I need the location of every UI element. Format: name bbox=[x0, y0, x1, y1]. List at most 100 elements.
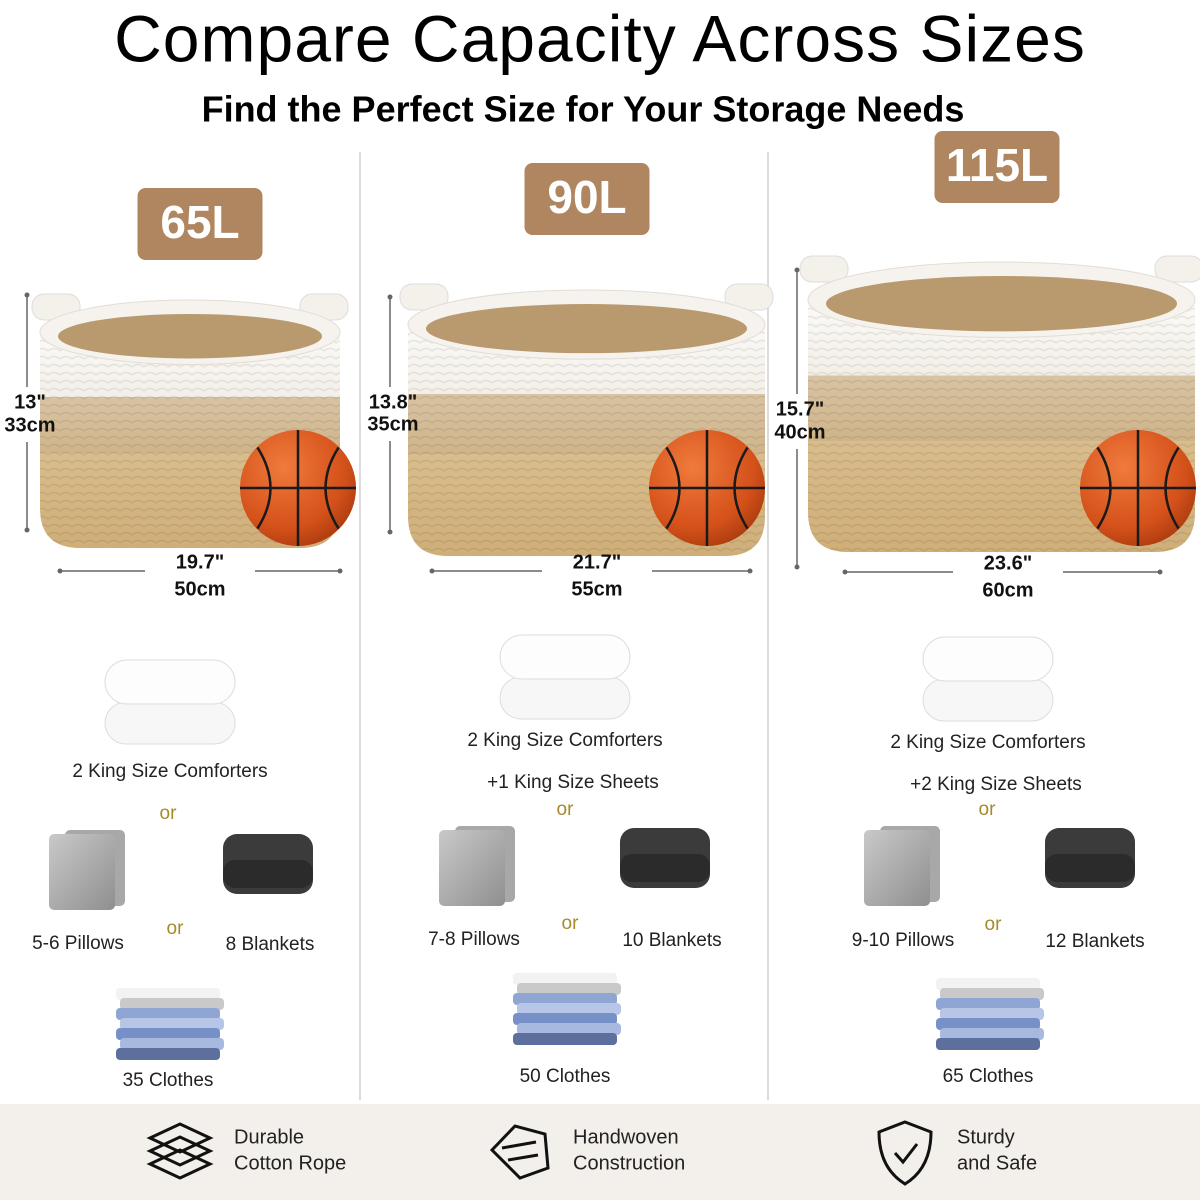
basket-inside bbox=[426, 304, 747, 354]
feature-text: Cotton Rope bbox=[234, 1152, 346, 1174]
basket-handle bbox=[1154, 255, 1200, 283]
clothes-icon bbox=[517, 1003, 621, 1015]
clothes-label: 65 Clothes bbox=[943, 1066, 1034, 1087]
clothes-icon bbox=[940, 1028, 1044, 1040]
arrow-end bbox=[337, 568, 343, 574]
pillows-label: 9-10 Pillows bbox=[852, 930, 954, 951]
width-inches: 23.6" bbox=[984, 552, 1032, 574]
feature-icon bbox=[146, 1122, 214, 1154]
clothes-icon bbox=[116, 988, 220, 1000]
clothes-label: 35 Clothes bbox=[123, 1070, 214, 1091]
height-inches: 13" bbox=[14, 391, 46, 413]
feature-text: Durable bbox=[234, 1126, 304, 1148]
width-cm: 60cm bbox=[982, 579, 1033, 601]
arrow-end bbox=[387, 294, 393, 300]
comforters-label: 2 King Size Comforters bbox=[890, 732, 1085, 753]
feature-text: Sturdy bbox=[957, 1126, 1015, 1148]
clothes-icon bbox=[116, 1028, 220, 1040]
feature-text: and Safe bbox=[957, 1152, 1037, 1174]
clothes-icon bbox=[120, 1018, 224, 1030]
comforters-label: 2 King Size Comforters bbox=[467, 730, 662, 751]
clothes-icon bbox=[517, 1023, 621, 1035]
subtitle: Find the Perfect Size for Your Storage N… bbox=[202, 89, 965, 130]
clothes-label: 50 Clothes bbox=[520, 1066, 611, 1087]
clothes-icon bbox=[936, 1018, 1040, 1030]
clothes-icon bbox=[120, 998, 224, 1010]
arrow-end bbox=[794, 564, 800, 570]
ball-seam bbox=[665, 446, 681, 530]
clothes-icon bbox=[940, 1008, 1044, 1020]
capacity: 115L bbox=[946, 139, 1048, 191]
pillows-label: 5-6 Pillows bbox=[32, 933, 124, 954]
clothes-icon bbox=[940, 988, 1044, 1000]
clothes-icon bbox=[936, 1038, 1040, 1050]
clothes-icon bbox=[116, 1048, 220, 1060]
width-inches: 21.7" bbox=[573, 551, 621, 573]
sheets-label: +2 King Size Sheets bbox=[910, 774, 1082, 795]
clothes-icon bbox=[513, 973, 617, 985]
clothes-icon bbox=[517, 983, 621, 995]
blanket-icon bbox=[620, 854, 710, 882]
feature-icon bbox=[489, 1124, 550, 1180]
arrow-end bbox=[24, 292, 30, 298]
capacity-badge bbox=[524, 163, 650, 235]
clothes-icon bbox=[116, 1008, 220, 1020]
pillows-label: 7-8 Pillows bbox=[428, 929, 520, 950]
clothes-icon bbox=[513, 1013, 617, 1025]
or-label: or bbox=[985, 914, 1003, 935]
basket-inside bbox=[58, 314, 322, 359]
capacity: 90L bbox=[547, 171, 626, 223]
size-column: 90L 13.8"35cm 21.7" 55cm 2 King Size Comfort… bbox=[367, 163, 774, 1087]
arrow-end bbox=[387, 529, 393, 535]
feature: Sturdy and Safe bbox=[877, 1120, 1037, 1186]
title: Compare Capacity Across Sizes bbox=[114, 1, 1086, 75]
pillow-icon bbox=[864, 830, 930, 906]
pillow-icon bbox=[49, 834, 115, 910]
ball-seam bbox=[1164, 446, 1180, 530]
comforter-icon bbox=[104, 701, 236, 745]
size-column: 65L 13"33cm 19.7" 50cm 2 King Size Comforter… bbox=[4, 188, 356, 1091]
sheets-label: +1 King Size Sheets bbox=[487, 772, 659, 793]
blankets-label: 12 Blankets bbox=[1045, 931, 1144, 952]
feature-icon bbox=[146, 1135, 214, 1167]
size-column: 115L 15.7"40cm 23.6" 60cm 2 King Size Comfor… bbox=[774, 131, 1200, 1087]
arrow-end bbox=[842, 569, 848, 575]
ball-seam bbox=[324, 446, 340, 530]
comforter-icon bbox=[922, 636, 1054, 682]
width-cm: 55cm bbox=[571, 578, 622, 600]
capacity: 65L bbox=[160, 196, 239, 248]
or-label: or bbox=[562, 913, 580, 934]
or-label: or bbox=[979, 799, 997, 820]
ball-seam bbox=[256, 446, 272, 530]
comforter-icon bbox=[499, 676, 631, 720]
pillow-icon bbox=[439, 830, 505, 906]
height-inches: 15.7" bbox=[776, 398, 824, 420]
feature-icon bbox=[146, 1148, 214, 1180]
blanket-icon bbox=[1045, 854, 1135, 882]
basket-handle bbox=[799, 255, 849, 283]
comforter-icon bbox=[922, 678, 1054, 722]
arrow-end bbox=[794, 267, 800, 273]
blanket-icon bbox=[223, 860, 313, 888]
feature: Durable Cotton Rope bbox=[146, 1122, 346, 1180]
basket-inside bbox=[826, 276, 1177, 332]
width-inches: 19.7" bbox=[176, 551, 224, 573]
feature-icon bbox=[501, 1140, 539, 1162]
capacity-badge bbox=[934, 131, 1060, 203]
height-inches: 13.8" bbox=[369, 391, 417, 413]
or-label: or bbox=[167, 918, 185, 939]
width-cm: 50cm bbox=[174, 578, 225, 600]
comforters-label: 2 King Size Comforters bbox=[72, 761, 267, 782]
clothes-icon bbox=[936, 978, 1040, 990]
feature-icon bbox=[877, 1120, 933, 1186]
comforter-icon bbox=[499, 634, 631, 680]
clothes-icon bbox=[513, 993, 617, 1005]
comforter-icon bbox=[104, 659, 236, 705]
ball-seam bbox=[1096, 446, 1112, 530]
arrow-end bbox=[747, 568, 753, 574]
height-cm: 35cm bbox=[367, 413, 418, 435]
or-label: or bbox=[160, 803, 178, 824]
blankets-label: 8 Blankets bbox=[226, 934, 315, 955]
capacity-badge bbox=[137, 188, 263, 260]
